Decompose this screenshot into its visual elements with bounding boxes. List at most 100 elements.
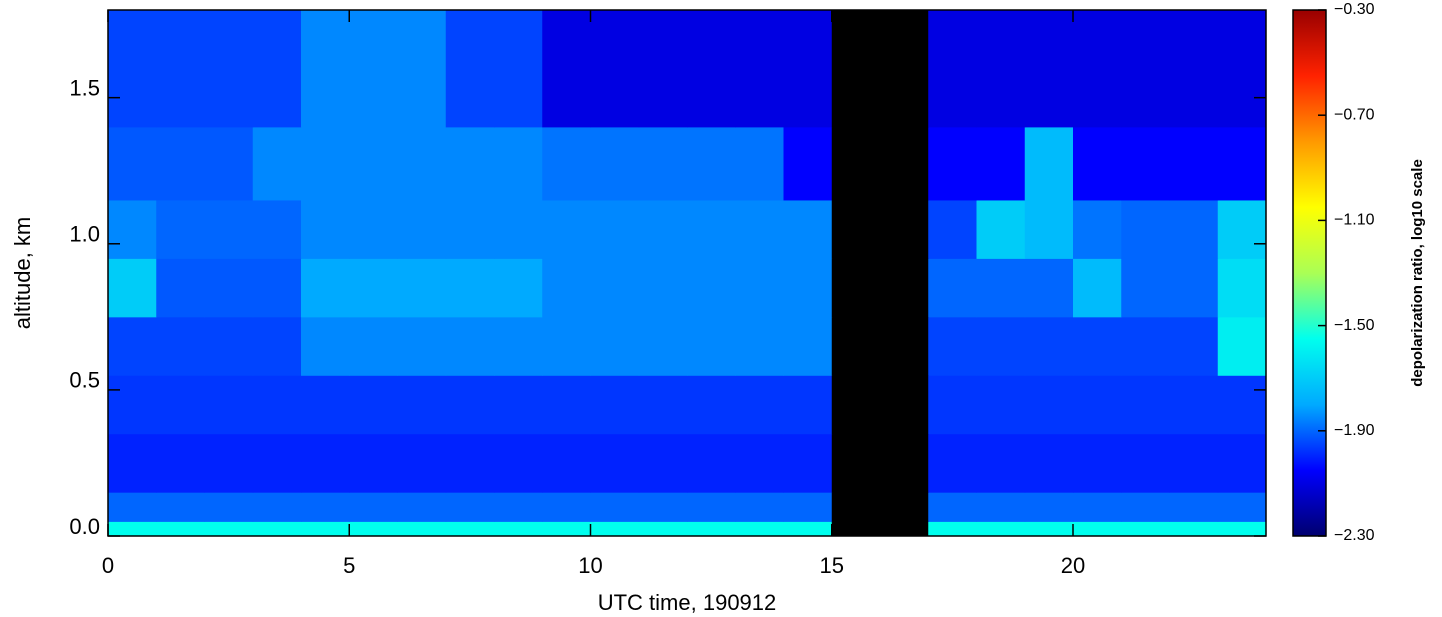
heatmap-cell <box>108 199 157 259</box>
heatmap-cell <box>542 492 591 522</box>
heatmap-cell <box>1024 433 1074 493</box>
heatmap-cell <box>108 521 157 537</box>
heatmap-cell <box>445 258 495 318</box>
heatmap-cell <box>928 258 977 318</box>
heatmap-cell <box>349 126 398 201</box>
heatmap-cell <box>1217 258 1267 318</box>
heatmap-cell <box>590 126 640 201</box>
heatmap-cell <box>831 10 881 128</box>
heatmap-cell <box>108 433 157 493</box>
heatmap-cell <box>542 521 591 537</box>
heatmap-cell <box>542 10 591 128</box>
heatmap-cell <box>831 258 881 318</box>
heatmap-cell <box>1024 126 1074 201</box>
heatmap-cell <box>397 521 447 537</box>
heatmap-cell <box>1217 10 1267 128</box>
heatmap-cell <box>735 316 784 376</box>
heatmap-cell <box>783 492 833 522</box>
heatmap-cell <box>301 375 350 435</box>
heatmap-cell <box>1217 433 1267 493</box>
heatmap-cell <box>1073 375 1122 435</box>
heatmap-cell <box>445 433 495 493</box>
heatmap-cell <box>880 492 929 522</box>
y-tick-label: 1.5 <box>69 75 100 100</box>
heatmap-cell <box>494 126 543 201</box>
heatmap-cell <box>590 10 640 128</box>
heatmap-cell <box>349 492 398 522</box>
heatmap-cell <box>397 258 447 318</box>
heatmap-cell <box>204 492 254 522</box>
heatmap-cell <box>397 316 447 376</box>
heatmap-cell <box>108 316 157 376</box>
heatmap-cell <box>542 258 591 318</box>
colorbar-tick-label: −1.50 <box>1334 317 1375 334</box>
heatmap-cell <box>1169 433 1219 493</box>
heatmap-cell <box>590 316 640 376</box>
heatmap-cell <box>1169 492 1219 522</box>
heatmap-cell <box>1169 375 1219 435</box>
y-tick-label: 0.0 <box>69 514 100 539</box>
heatmap-cell <box>1073 258 1122 318</box>
y-axis-label: altitude, km <box>10 217 35 330</box>
x-tick-label: 10 <box>578 553 602 578</box>
colorbar-tick-label: −1.10 <box>1334 212 1375 229</box>
heatmap-cell <box>494 433 543 493</box>
heatmap-cell <box>542 199 591 259</box>
heatmap-cell <box>397 433 447 493</box>
heatmap-cell <box>108 258 157 318</box>
heatmap-cell <box>880 375 929 435</box>
heatmap-cell <box>445 316 495 376</box>
colorbar-label: depolarization ratio, log10 scale <box>1409 159 1426 387</box>
heatmap-cell <box>735 258 784 318</box>
heatmap-cell <box>445 375 495 435</box>
heatmap-cell <box>590 433 640 493</box>
heatmap-cell <box>687 258 736 318</box>
heatmap-cell <box>928 10 977 128</box>
heatmap-cell <box>1169 521 1219 537</box>
heatmap-cell <box>1121 433 1170 493</box>
heatmap-cell <box>156 199 205 259</box>
heatmap-cell <box>156 258 205 318</box>
heatmap-cell <box>638 199 688 259</box>
heatmap-cell <box>590 258 640 318</box>
heatmap-cell <box>397 199 447 259</box>
heatmap-cell <box>156 375 205 435</box>
heatmap-cell <box>445 126 495 201</box>
heatmap-cell <box>1121 258 1170 318</box>
heatmap-cell <box>301 492 350 522</box>
heatmap-cell <box>638 258 688 318</box>
heatmap-cell <box>1121 10 1170 128</box>
heatmap-cell <box>783 126 833 201</box>
heatmap-cell <box>252 521 302 537</box>
heatmap-cell <box>831 433 881 493</box>
heatmap-cell <box>252 199 302 259</box>
x-tick-label: 20 <box>1061 553 1085 578</box>
heatmap-cell <box>349 199 398 259</box>
heatmap-cell <box>252 258 302 318</box>
heatmap-cell <box>397 126 447 201</box>
heatmap-cell <box>638 492 688 522</box>
heatmap-cell <box>687 316 736 376</box>
heatmap-cell <box>1169 316 1219 376</box>
heatmap-cell <box>638 316 688 376</box>
heatmap-cell <box>638 521 688 537</box>
heatmap-cell <box>494 258 543 318</box>
heatmap-cell <box>638 10 688 128</box>
heatmap-cell <box>156 126 205 201</box>
x-tick-label: 0 <box>102 553 114 578</box>
heatmap-cell <box>976 10 1026 128</box>
heatmap-cell <box>735 375 784 435</box>
heatmap-cell <box>831 375 881 435</box>
heatmap-cell <box>1073 492 1122 522</box>
heatmap-cell <box>1024 199 1074 259</box>
heatmap-cell <box>252 433 302 493</box>
heatmap-cell <box>445 521 495 537</box>
heatmap-cell <box>928 492 977 522</box>
heatmap <box>108 10 1267 537</box>
heatmap-cell <box>494 375 543 435</box>
heatmap-cell <box>880 521 929 537</box>
colorbar-tick-label: −0.70 <box>1334 106 1375 123</box>
heatmap-cell <box>1169 126 1219 201</box>
heatmap-cell <box>928 126 977 201</box>
